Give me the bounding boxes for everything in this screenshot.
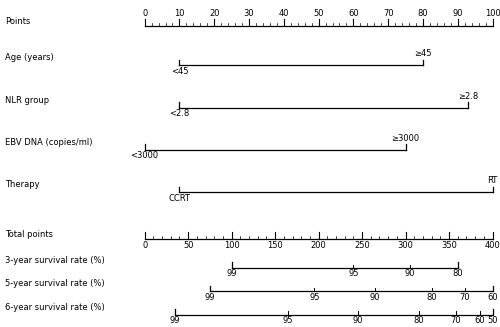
Text: 0: 0 — [142, 9, 148, 18]
Text: 90: 90 — [452, 9, 463, 18]
Text: 150: 150 — [267, 241, 283, 250]
Text: 3-year survival rate (%): 3-year survival rate (%) — [5, 256, 105, 265]
Text: CCRT: CCRT — [168, 194, 190, 203]
Text: 90: 90 — [370, 293, 380, 301]
Text: 60: 60 — [348, 9, 358, 18]
Text: ≥3000: ≥3000 — [392, 134, 419, 143]
Text: 100: 100 — [484, 9, 500, 18]
Text: 350: 350 — [441, 241, 457, 250]
Text: Therapy: Therapy — [5, 180, 40, 189]
Text: 80: 80 — [426, 293, 437, 301]
Text: ≥45: ≥45 — [414, 49, 432, 58]
Text: 99: 99 — [170, 316, 180, 325]
Text: 50: 50 — [183, 241, 194, 250]
Text: 30: 30 — [244, 9, 254, 18]
Text: Age (years): Age (years) — [5, 53, 54, 62]
Text: 10: 10 — [174, 9, 184, 18]
Text: 0: 0 — [142, 241, 148, 250]
Text: 90: 90 — [352, 316, 363, 325]
Text: 60: 60 — [487, 293, 498, 301]
Text: 80: 80 — [452, 269, 463, 278]
Text: 99: 99 — [226, 269, 237, 278]
Text: Points: Points — [5, 17, 30, 26]
Text: 95: 95 — [309, 293, 320, 301]
Text: Total points: Total points — [5, 230, 53, 239]
Text: <45: <45 — [170, 67, 188, 76]
Text: <2.8: <2.8 — [170, 109, 190, 118]
Text: 60: 60 — [474, 316, 485, 325]
Text: 50: 50 — [488, 316, 498, 325]
Text: 80: 80 — [414, 316, 424, 325]
Text: 99: 99 — [204, 293, 215, 301]
Text: 70: 70 — [383, 9, 394, 18]
Text: 95: 95 — [283, 316, 294, 325]
Text: 20: 20 — [209, 9, 220, 18]
Text: 70: 70 — [460, 293, 470, 301]
Text: 6-year survival rate (%): 6-year survival rate (%) — [5, 302, 105, 312]
Text: NLR group: NLR group — [5, 95, 49, 105]
Text: 70: 70 — [450, 316, 462, 325]
Text: 200: 200 — [310, 241, 326, 250]
Text: 400: 400 — [484, 241, 500, 250]
Text: RT: RT — [488, 176, 498, 185]
Text: EBV DNA (copies/ml): EBV DNA (copies/ml) — [5, 138, 92, 147]
Text: 50: 50 — [314, 9, 324, 18]
Text: 250: 250 — [354, 241, 370, 250]
Text: ≥2.8: ≥2.8 — [458, 92, 478, 101]
Text: 100: 100 — [224, 241, 240, 250]
Text: 90: 90 — [404, 269, 415, 278]
Text: 40: 40 — [278, 9, 289, 18]
Text: 300: 300 — [398, 241, 413, 250]
Text: 95: 95 — [348, 269, 358, 278]
Text: 80: 80 — [418, 9, 428, 18]
Text: 5-year survival rate (%): 5-year survival rate (%) — [5, 279, 104, 288]
Text: <3000: <3000 — [130, 151, 158, 161]
